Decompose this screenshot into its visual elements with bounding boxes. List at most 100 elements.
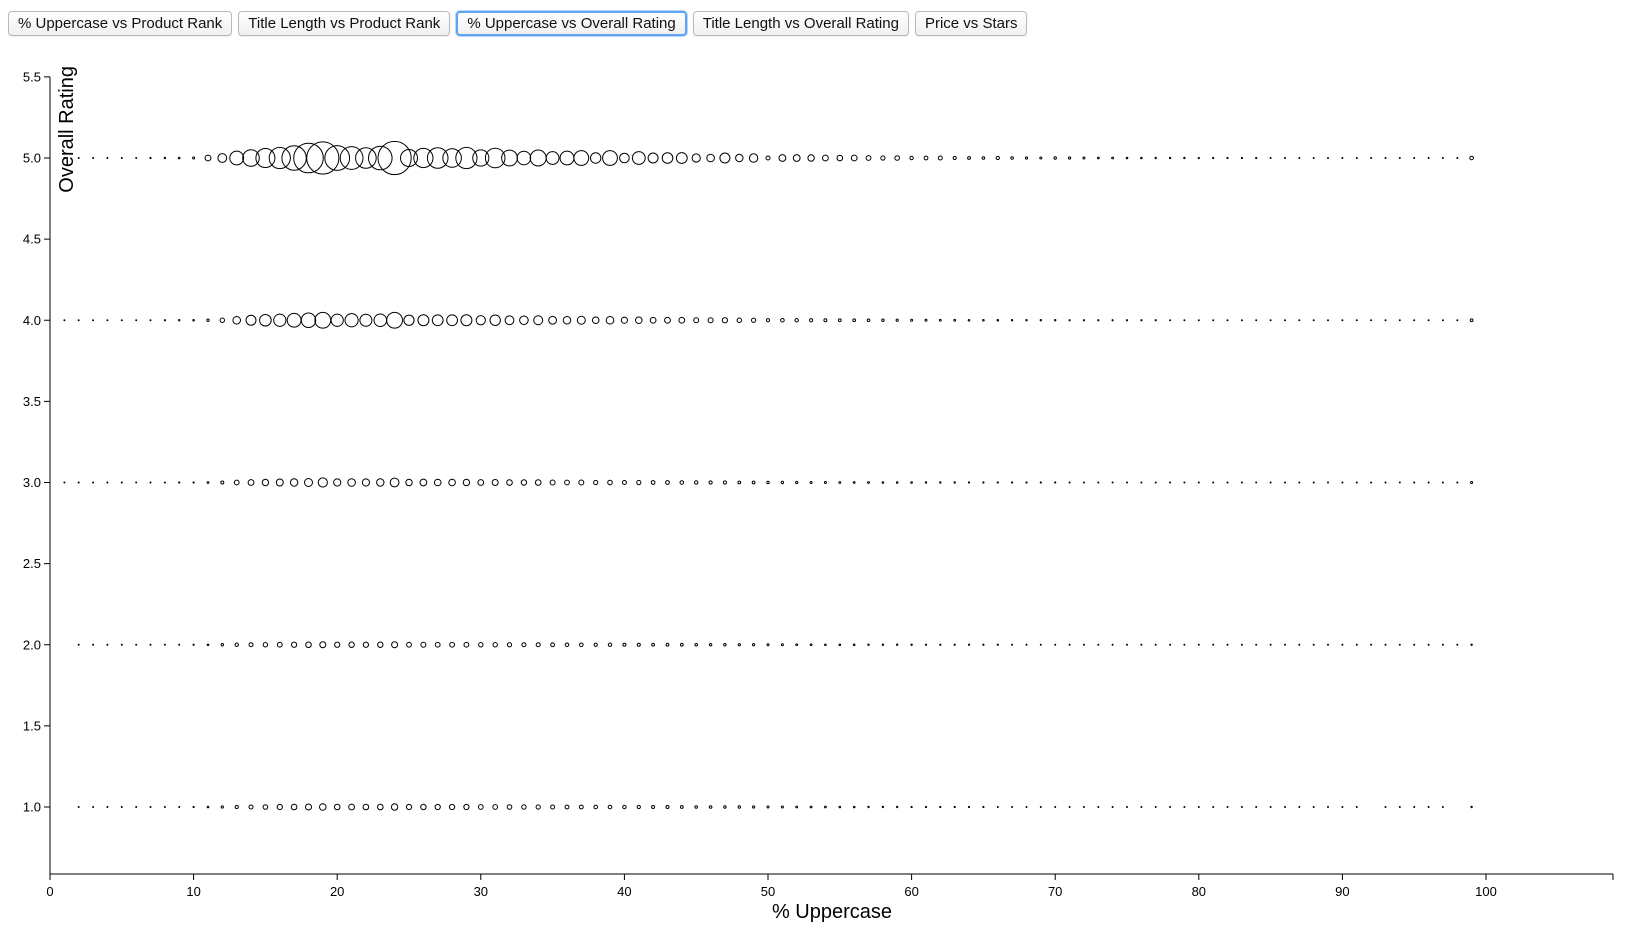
data-point [896, 643, 899, 646]
data-point [377, 803, 384, 811]
data-point [1327, 806, 1329, 808]
data-point [355, 147, 377, 169]
data-point [386, 311, 404, 329]
data-point [1183, 481, 1186, 484]
data-point [434, 641, 441, 648]
data-point [1111, 806, 1114, 808]
data-point [661, 152, 674, 164]
data-point [120, 481, 123, 484]
data-point [824, 805, 827, 809]
data-point [996, 806, 999, 808]
data-point [1469, 318, 1474, 323]
data-point [521, 642, 527, 648]
data-point [593, 804, 599, 810]
data-point [276, 641, 283, 648]
y-tick-label: 2.0 [23, 637, 41, 652]
data-point [952, 155, 957, 161]
data-point [1054, 643, 1057, 646]
data-point [247, 479, 255, 486]
data-point [1398, 319, 1401, 322]
data-point [894, 155, 901, 161]
data-point [268, 146, 291, 170]
data-point [1355, 319, 1358, 322]
data-point [405, 478, 413, 487]
data-point [1427, 481, 1430, 484]
data-point [1169, 643, 1172, 646]
data-point [234, 642, 239, 647]
data-point [330, 313, 344, 327]
data-point [204, 154, 212, 162]
data-point [339, 146, 364, 170]
data-point [564, 804, 570, 810]
data-point [679, 805, 684, 809]
data-point [1355, 481, 1358, 484]
data-point [939, 481, 942, 484]
data-point [752, 643, 756, 647]
data-point [636, 642, 641, 647]
x-axis-title: % Uppercase [772, 901, 892, 923]
data-point [1255, 319, 1258, 322]
data-point [400, 149, 418, 167]
data-point [1269, 481, 1272, 484]
y-axis-title: Overall Rating [56, 66, 78, 193]
data-point [967, 156, 971, 160]
data-point [752, 805, 756, 809]
data-point [1025, 643, 1028, 646]
data-point [722, 480, 728, 485]
data-point [1384, 157, 1387, 159]
data-point [305, 803, 312, 811]
data-point [1413, 481, 1416, 484]
data-point [77, 319, 80, 322]
data-point [1370, 319, 1373, 322]
tab-uppercase-vs-product-rank[interactable]: % Uppercase vs Product Rank [8, 11, 233, 36]
tab-title-length-vs-product-rank[interactable]: Title Length vs Product Rank [238, 11, 451, 36]
data-point [1341, 806, 1344, 808]
data-point [822, 154, 829, 162]
data-point [678, 316, 686, 324]
data-point [361, 478, 370, 487]
data-point [1024, 156, 1029, 160]
data-point [1413, 319, 1416, 322]
data-point [1427, 643, 1430, 646]
data-point [420, 641, 427, 648]
data-point [217, 153, 228, 163]
tab-uppercase-vs-overall-rating[interactable]: % Uppercase vs Overall Rating [456, 11, 687, 36]
data-point [206, 643, 210, 647]
data-point [665, 480, 670, 485]
data-point [866, 318, 871, 323]
tab-title-length-vs-overall-rating[interactable]: Title Length vs Overall Rating [692, 11, 909, 36]
data-point [77, 157, 80, 159]
data-point [852, 643, 856, 647]
data-point [535, 642, 541, 648]
data-point [306, 141, 340, 175]
data-point [1154, 319, 1157, 322]
data-point [1140, 156, 1143, 160]
data-point [1140, 806, 1143, 808]
data-point [1470, 643, 1473, 646]
data-point [344, 313, 359, 328]
data-point [1284, 481, 1286, 484]
data-point [1269, 806, 1272, 808]
data-point [120, 319, 123, 322]
data-point [607, 804, 613, 810]
data-point [1240, 481, 1243, 484]
data-point [982, 643, 985, 646]
data-point [1341, 643, 1344, 646]
data-point [809, 318, 814, 323]
data-point [1355, 157, 1358, 159]
data-point [484, 147, 506, 169]
data-point [751, 480, 756, 485]
data-point [506, 642, 513, 648]
data-point [1212, 643, 1215, 646]
data-point [593, 479, 599, 486]
data-point [359, 313, 373, 327]
data-point [607, 479, 613, 486]
data-point [765, 318, 771, 323]
data-point [1341, 481, 1344, 484]
data-point [896, 805, 899, 809]
data-point [248, 642, 254, 648]
data-point [149, 806, 152, 808]
data-point [723, 643, 727, 647]
tab-price-vs-stars[interactable]: Price vs Stars [914, 11, 1028, 36]
